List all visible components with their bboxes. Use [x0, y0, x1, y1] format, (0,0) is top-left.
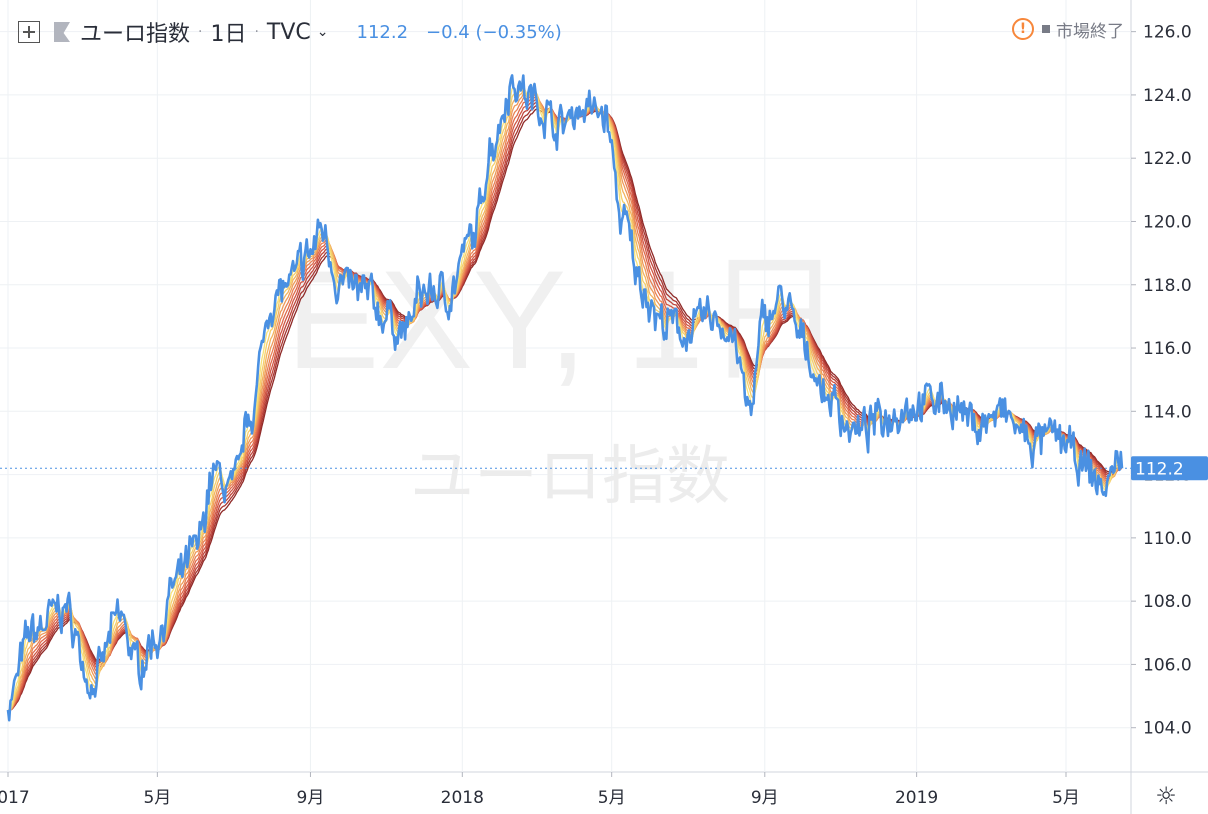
y-tick-label: 110.0	[1143, 529, 1192, 549]
market-status-text: 市場終了	[1056, 21, 1124, 42]
price-line	[6, 74, 1124, 722]
x-tick-label: 2018	[441, 788, 484, 808]
y-tick-label: 104.0	[1143, 719, 1192, 739]
x-tick-label: 9月	[751, 788, 779, 808]
y-tick-label: 124.0	[1143, 86, 1192, 106]
x-tick-label: 2019	[895, 788, 938, 808]
last-price: 112.2	[356, 21, 409, 43]
y-tick-label: 116.0	[1143, 339, 1192, 359]
symbol-name[interactable]: ユーロ指数	[80, 22, 191, 47]
status-square-icon	[1042, 25, 1050, 33]
separator-dot: ·	[198, 24, 203, 40]
warning-icon[interactable]: !	[1012, 18, 1034, 40]
market-status: ! 市場終了	[1012, 14, 1124, 44]
plus-square-icon[interactable]	[18, 21, 40, 43]
y-tick-label: 126.0	[1143, 23, 1192, 43]
y-tick-label: 122.0	[1143, 149, 1192, 169]
y-tick-label: 120.0	[1143, 212, 1192, 232]
x-tick-label: 5月	[143, 788, 171, 808]
y-tick-label: 106.0	[1143, 655, 1192, 675]
watermark-name: ユーロ指数	[410, 440, 730, 514]
last-price-label-text: 112.2	[1135, 459, 1184, 479]
interval-label[interactable]: 1日	[210, 22, 247, 47]
time-axis[interactable]: 2017 5月 9月 2018 5月 9月 2019 5月	[0, 772, 1080, 808]
last-price-label	[1131, 456, 1208, 481]
separator-dot: ·	[254, 24, 259, 40]
price-change: −0.4 (−0.35%)	[426, 21, 562, 43]
legend: ユーロ指数 · 1日 · TVC ⌄ 112.2 −0.4 (−0.35%)	[18, 14, 562, 50]
chevron-down-icon[interactable]: ⌄	[316, 24, 329, 40]
flag-icon[interactable]	[54, 22, 70, 42]
x-tick-label: 9月	[297, 788, 325, 808]
y-tick-label: 114.0	[1143, 402, 1192, 422]
x-tick-label: 2017	[0, 788, 30, 808]
y-tick-label: 118.0	[1143, 276, 1192, 296]
settings-gear-icon[interactable]: ☼	[1155, 782, 1177, 810]
y-tick-label: 108.0	[1143, 592, 1192, 612]
moving-average-ribbon	[7, 81, 1123, 716]
price-axis[interactable]: 104.0106.0108.0110.0112.0114.0116.0118.0…	[1131, 23, 1192, 739]
exchange-label[interactable]: TVC	[266, 19, 311, 45]
x-tick-label: 5月	[1052, 788, 1080, 808]
x-tick-label: 5月	[598, 788, 626, 808]
